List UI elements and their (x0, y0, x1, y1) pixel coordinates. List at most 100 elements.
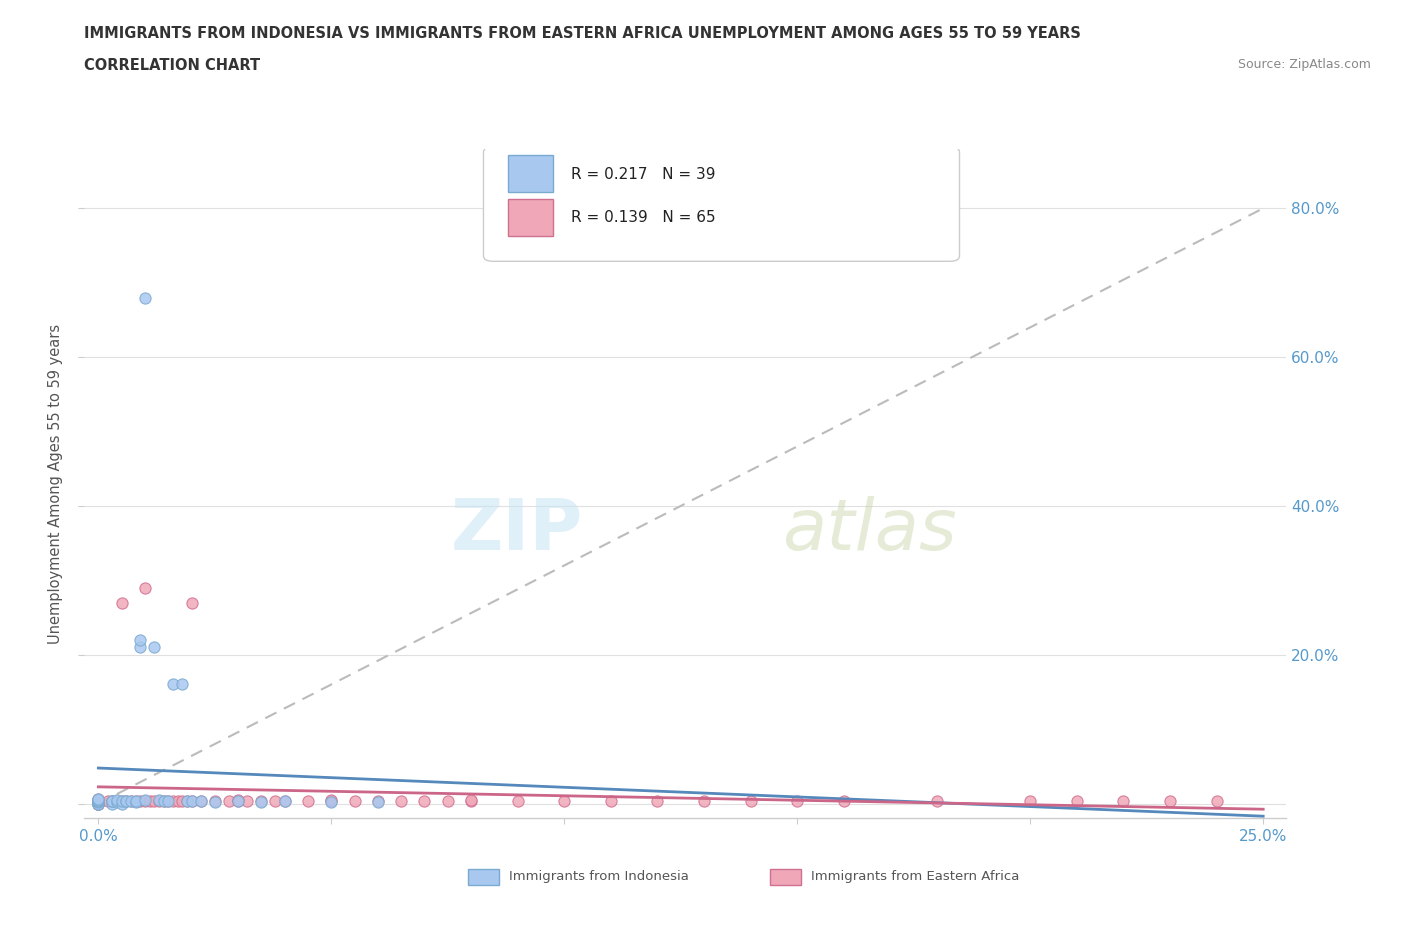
Point (172, 677, 194, 692)
Point (204, 794, 226, 809)
FancyBboxPatch shape (484, 147, 959, 261)
Point (250, 793, 273, 808)
Point (226, 793, 249, 808)
Point (162, 677, 184, 692)
Point (87, 796, 110, 811)
Text: Immigrants from Eastern Africa: Immigrants from Eastern Africa (811, 870, 1019, 883)
Point (1205, 793, 1227, 808)
Bar (468, 869, 499, 885)
Point (148, 793, 170, 808)
Point (343, 793, 366, 808)
Point (87, 796, 110, 811)
Point (87, 794, 110, 809)
Point (321, 792, 343, 807)
Point (166, 793, 188, 808)
Point (367, 793, 389, 808)
Point (367, 794, 389, 809)
Point (250, 794, 273, 809)
Point (162, 794, 184, 809)
Point (190, 793, 212, 808)
Point (647, 793, 669, 808)
Point (176, 793, 198, 808)
Point (460, 792, 482, 807)
Point (180, 793, 202, 808)
Point (1159, 794, 1181, 809)
Point (460, 793, 482, 808)
Point (389, 794, 412, 809)
Point (124, 794, 146, 809)
Point (152, 794, 174, 809)
Point (321, 793, 343, 808)
Text: atlas: atlas (782, 496, 956, 565)
Point (218, 793, 240, 808)
Point (124, 794, 146, 809)
Point (143, 640, 166, 655)
Point (120, 793, 142, 808)
Point (87, 796, 110, 811)
Point (190, 794, 212, 809)
Point (740, 793, 762, 808)
Point (138, 793, 160, 808)
Point (111, 794, 134, 809)
Bar (508, 199, 553, 236)
Point (115, 793, 138, 808)
Point (176, 794, 198, 809)
Point (87, 796, 110, 811)
Point (172, 794, 194, 809)
Point (87, 793, 110, 808)
Point (553, 793, 575, 808)
Point (87, 791, 110, 806)
Point (599, 794, 621, 809)
Point (105, 793, 128, 808)
Point (321, 794, 343, 809)
Point (180, 794, 202, 809)
Point (111, 796, 134, 811)
Point (134, 792, 156, 807)
Point (101, 794, 124, 809)
Point (693, 794, 716, 809)
Bar (770, 869, 801, 885)
Point (87, 794, 110, 809)
Point (226, 792, 249, 807)
Point (87, 796, 110, 811)
Point (105, 792, 128, 807)
Point (413, 793, 436, 808)
Point (1019, 793, 1042, 808)
Point (120, 793, 142, 808)
Point (105, 794, 128, 809)
Point (134, 290, 156, 305)
Point (436, 794, 458, 809)
Text: Source: ZipAtlas.com: Source: ZipAtlas.com (1237, 58, 1371, 71)
Point (157, 793, 180, 808)
Point (148, 792, 170, 807)
Y-axis label: Unemployment Among Ages 55 to 59 years: Unemployment Among Ages 55 to 59 years (48, 324, 63, 644)
Point (786, 794, 808, 809)
Point (111, 595, 134, 610)
Point (87, 792, 110, 807)
Point (87, 796, 110, 811)
Text: R = 0.217   N = 39: R = 0.217 N = 39 (571, 166, 716, 181)
Text: CORRELATION CHART: CORRELATION CHART (84, 58, 260, 73)
Point (297, 794, 319, 809)
Point (129, 632, 152, 647)
Text: ZIP: ZIP (451, 496, 583, 565)
Point (157, 793, 180, 808)
Point (115, 793, 138, 808)
Point (111, 794, 134, 809)
Text: Immigrants from Indonesia: Immigrants from Indonesia (509, 870, 689, 883)
Point (264, 794, 287, 809)
Point (226, 794, 249, 809)
Point (143, 794, 166, 809)
Point (129, 793, 152, 808)
Point (115, 794, 138, 809)
Point (274, 793, 297, 808)
Point (87, 793, 110, 808)
Point (152, 794, 174, 809)
Point (97, 794, 120, 809)
Point (1112, 793, 1135, 808)
Point (274, 794, 297, 809)
Point (134, 580, 156, 595)
Point (87, 794, 110, 809)
Point (101, 796, 124, 811)
Point (87, 794, 110, 809)
